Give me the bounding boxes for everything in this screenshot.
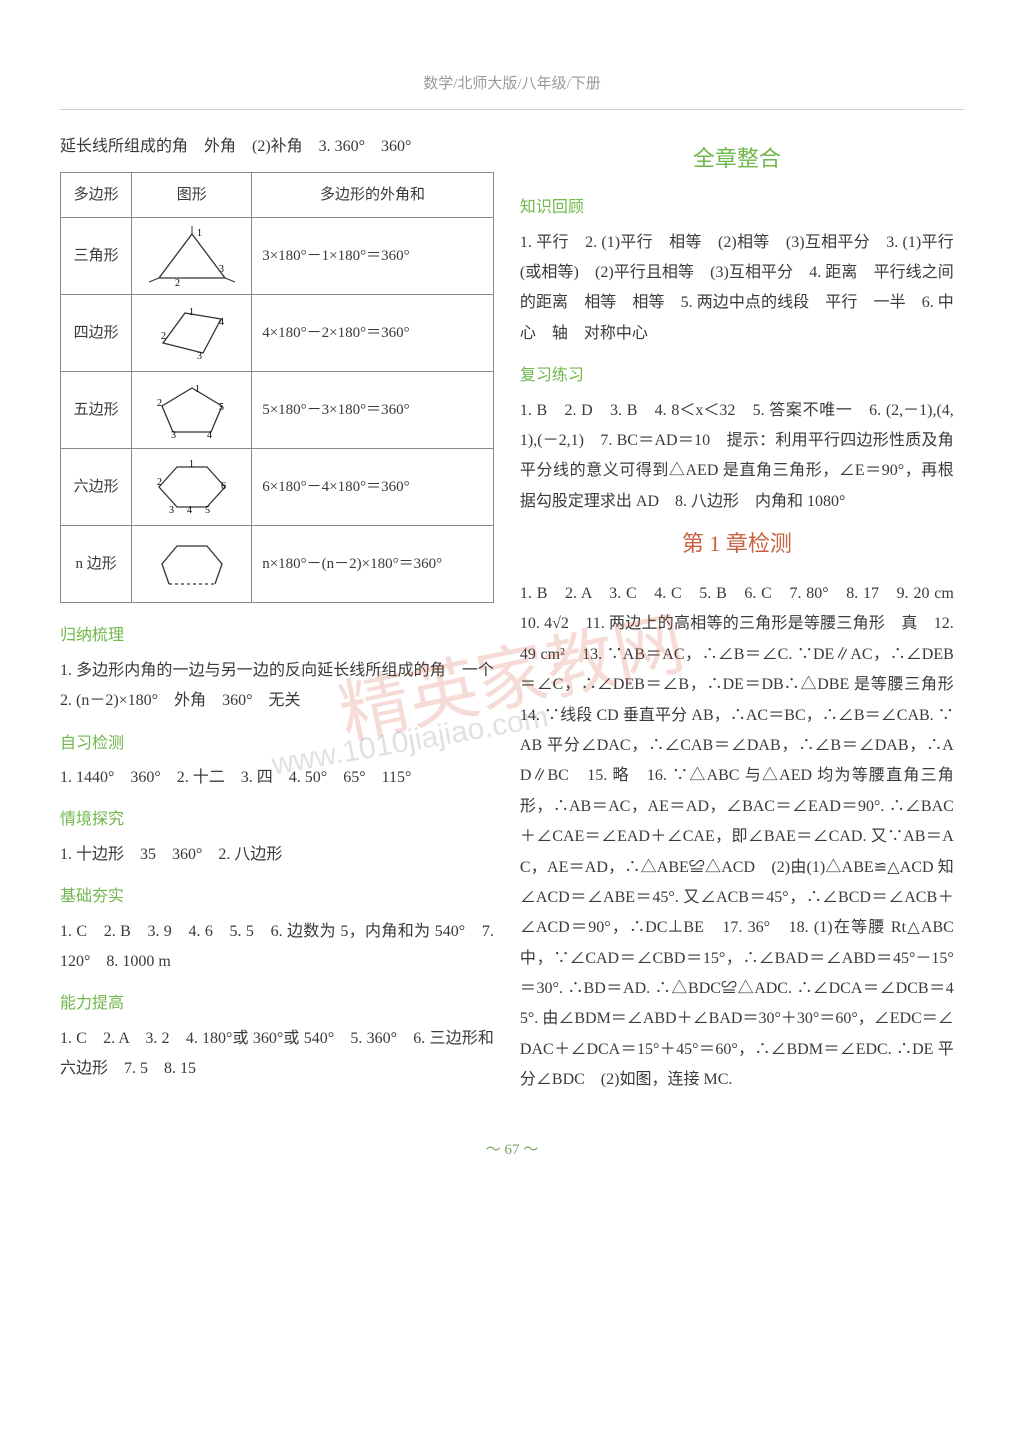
svg-text:6: 6 <box>221 481 226 492</box>
jichuhangshi-text: 1. C 2. B 3. 9 4. 6 5. 5 6. 边数为 5，内角和为 5… <box>60 917 494 978</box>
svg-text:2: 2 <box>157 477 162 488</box>
table-row: 五边形 1 5 4 3 2 5×180°－3×180°＝360° <box>61 372 494 449</box>
zixijiance-text: 1. 1440° 360° 2. 十二 3. 四 4. 50° 65° 115° <box>60 763 494 793</box>
th-shape: 图形 <box>132 172 252 218</box>
cell-name: 五边形 <box>61 372 132 449</box>
svg-text:2: 2 <box>161 331 166 342</box>
svg-text:1: 1 <box>189 307 194 318</box>
fuxilianxi-text: 1. B 2. D 3. B 4. 8＜x＜32 5. 答案不唯一 6. (2,… <box>520 396 954 518</box>
svg-text:5: 5 <box>205 505 210 516</box>
table-row: 六边形 1 6 5 4 3 2 6×1 <box>61 449 494 526</box>
quadrilateral-icon: 1 4 3 2 <box>147 303 237 363</box>
table-row: 四边形 1 4 3 2 4×180°－2×180°＝360° <box>61 295 494 372</box>
page: 数学/北师大版/八年级/下册 精英家教网 www.1010jiajiao.com… <box>0 0 1024 1214</box>
cell-name: 六边形 <box>61 449 132 526</box>
th-polygon: 多边形 <box>61 172 132 218</box>
cell-shape: 1 6 5 4 3 2 <box>132 449 252 526</box>
svg-text:5: 5 <box>219 402 224 413</box>
svg-text:3: 3 <box>169 505 174 516</box>
section-jichuhangshi: 基础夯实 <box>60 882 494 912</box>
svg-text:4: 4 <box>219 317 224 328</box>
header-rule <box>60 109 964 110</box>
table-row: 三角形 1 3 2 3×180° <box>61 218 494 295</box>
th-formula: 多边形的外角和 <box>252 172 494 218</box>
svg-text:1: 1 <box>197 228 202 239</box>
chapter-title-di1zhang: 第 1 章检测 <box>520 523 954 565</box>
cell-formula: 3×180°－1×180°＝360° <box>252 218 494 295</box>
section-qingjingtanjiu: 情境探究 <box>60 805 494 835</box>
nenglitegao-text: 1. C 2. A 3. 2 4. 180°或 360°或 540° 5. 36… <box>60 1024 494 1085</box>
cell-shape: 1 5 4 3 2 <box>132 372 252 449</box>
svg-text:1: 1 <box>189 459 194 470</box>
cell-name: 四边形 <box>61 295 132 372</box>
left-top-text: 延长线所组成的角 外角 (2)补角 3. 360° 360° <box>60 132 494 162</box>
cell-shape: 1 4 3 2 <box>132 295 252 372</box>
polygon-table: 多边形 图形 多边形的外角和 三角形 <box>60 172 494 604</box>
table-header-row: 多边形 图形 多边形的外角和 <box>61 172 494 218</box>
right-column: 全章整合 知识回顾 1. 平行 2. (1)平行 相等 (2)相等 (3)互相平… <box>520 132 954 1096</box>
cell-shape <box>132 526 252 603</box>
page-header: 数学/北师大版/八年级/下册 <box>60 70 964 99</box>
ngon-icon <box>147 534 237 594</box>
page-number: ～ 67 ～ <box>60 1136 964 1165</box>
cell-formula: 6×180°－4×180°＝360° <box>252 449 494 526</box>
svg-text:2: 2 <box>175 278 180 286</box>
left-column: 延长线所组成的角 外角 (2)补角 3. 360° 360° 多边形 图形 多边… <box>60 132 494 1096</box>
svg-text:3: 3 <box>197 351 202 362</box>
triangle-icon: 1 3 2 <box>147 226 237 286</box>
svg-text:4: 4 <box>187 505 192 516</box>
svg-text:3: 3 <box>171 430 176 440</box>
cell-name: n 边形 <box>61 526 132 603</box>
cell-name: 三角形 <box>61 218 132 295</box>
chapter-title-quanzhang: 全章整合 <box>520 138 954 180</box>
section-fuxilianxi: 复习练习 <box>520 361 954 391</box>
section-nenglitegao: 能力提高 <box>60 989 494 1019</box>
table-row: n 边形 n×180°－(n－2)×180°＝360° <box>61 526 494 603</box>
zhishihuigu-text: 1. 平行 2. (1)平行 相等 (2)相等 (3)互相平分 3. (1)平行… <box>520 228 954 350</box>
section-zixijiance: 自习检测 <box>60 729 494 759</box>
svg-text:4: 4 <box>207 430 212 440</box>
svg-text:2: 2 <box>157 398 162 409</box>
section-guinashuli: 归纳梳理 <box>60 621 494 651</box>
columns: 延长线所组成的角 外角 (2)补角 3. 360° 360° 多边形 图形 多边… <box>60 132 964 1096</box>
cell-shape: 1 3 2 <box>132 218 252 295</box>
cell-formula: 5×180°－3×180°＝360° <box>252 372 494 449</box>
pentagon-icon: 1 5 4 3 2 <box>147 380 237 440</box>
svg-text:3: 3 <box>219 264 224 275</box>
hexagon-icon: 1 6 5 4 3 2 <box>147 457 237 517</box>
di1zhangjiance-text: 1. B 2. A 3. C 4. C 5. B 6. C 7. 80° 8. … <box>520 579 954 1096</box>
guinashuli-text: 1. 多边形内角的一边与另一边的反向延长线所组成的角 一个 2. (n－2)×1… <box>60 656 494 717</box>
svg-text:1: 1 <box>195 384 200 395</box>
cell-formula: 4×180°－2×180°＝360° <box>252 295 494 372</box>
qingjingtanjiu-text: 1. 十边形 35 360° 2. 八边形 <box>60 840 494 870</box>
cell-formula: n×180°－(n－2)×180°＝360° <box>252 526 494 603</box>
section-zhishihuigu: 知识回顾 <box>520 193 954 223</box>
